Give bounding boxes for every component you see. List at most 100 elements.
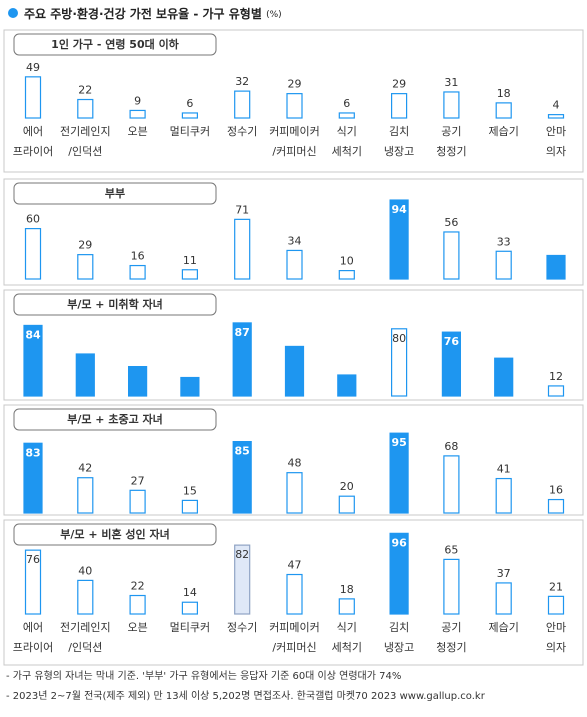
panel-title: 부/모 + 비혼 성인 자녀 (60, 527, 170, 541)
bar (338, 598, 355, 615)
value-label: 20 (340, 480, 354, 493)
category-label: 에어 (23, 621, 43, 634)
category-label: 전기레인지 (60, 125, 111, 138)
panel-frame (3, 519, 584, 666)
bar (391, 328, 408, 397)
value-label: 87 (235, 326, 250, 339)
category-label: 냉장고 (384, 145, 414, 158)
panel-title: 부/모 + 미취학 자녀 (67, 297, 163, 311)
panel-title: 부부 (105, 187, 125, 200)
value-label: 40 (78, 564, 92, 577)
category-label: 정수기 (227, 125, 257, 138)
category-label: 프라이어 (13, 641, 53, 654)
category-label: 안마 (546, 621, 566, 634)
bar (284, 345, 305, 397)
bar (77, 98, 94, 119)
value-label: 28 (548, 239, 563, 252)
value-label: 56 (444, 216, 458, 229)
bar (443, 91, 460, 119)
value-label: 29 (78, 239, 92, 252)
bar (129, 109, 146, 119)
bar (286, 472, 303, 514)
category-label: 세척기 (332, 641, 362, 654)
bar (77, 254, 94, 280)
value-label: 31 (444, 76, 458, 89)
unit: (%) (266, 10, 282, 20)
panel-frame (3, 29, 584, 173)
category-label: 의자 (546, 145, 566, 158)
bar (23, 324, 43, 397)
bar (338, 112, 355, 119)
bar (232, 322, 252, 397)
category-label: /커피머신 (272, 641, 316, 654)
panel-title: 1인 가구 - 연령 50대 이하 (51, 37, 180, 51)
panel-title-box (13, 33, 217, 56)
value-label: 29 (288, 78, 302, 91)
bar (75, 353, 95, 397)
bar (234, 218, 251, 280)
panel-frame (3, 404, 584, 516)
value-label: 49 (26, 61, 40, 74)
category-label: 김치 (389, 621, 409, 634)
bar (77, 477, 94, 514)
panel-title-box (13, 293, 217, 316)
value-label: 22 (78, 84, 92, 97)
value-label: 4 (553, 99, 560, 112)
value-label: 12 (549, 370, 563, 383)
bar (495, 477, 512, 514)
value-label: 45 (496, 342, 511, 355)
value-label: 34 (288, 234, 302, 247)
value-label: 96 (391, 536, 407, 549)
value-label: 27 (131, 474, 145, 487)
bar (495, 102, 512, 119)
category-label: 오븐 (127, 125, 147, 138)
bar (338, 270, 355, 280)
bar (389, 199, 409, 280)
bar (181, 269, 198, 280)
category-label: 식기 (337, 125, 357, 138)
category-label: 청정기 (436, 145, 466, 158)
value-label: 22 (131, 580, 145, 593)
title-dot (8, 8, 18, 18)
value-label: 6 (343, 97, 350, 110)
value-label: 18 (340, 583, 354, 596)
bar (129, 594, 146, 615)
value-label: 11 (183, 254, 197, 267)
value-label: 18 (497, 87, 511, 100)
value-label: 65 (444, 543, 458, 556)
bar (391, 93, 408, 119)
value-label: 82 (235, 548, 249, 561)
note: - 가구 유형의 자녀는 막내 기준. '부부' 가구 유형에서는 응답자 기준… (6, 670, 401, 682)
panel-title-box (13, 182, 217, 205)
value-label: 47 (288, 559, 302, 572)
category-label: 공기 (441, 125, 461, 138)
bar (24, 228, 42, 280)
value-label: 15 (183, 484, 197, 497)
bar (181, 112, 198, 119)
value-label: 83 (25, 446, 40, 459)
bar (286, 249, 303, 280)
bar (389, 532, 409, 615)
value-label: 94 (391, 203, 407, 216)
bar (547, 498, 565, 514)
category-label: 커피메이커 (269, 125, 320, 138)
value-label: 48 (288, 457, 302, 470)
bar (181, 601, 198, 615)
category-label: 에어 (23, 125, 43, 138)
category-label: 냉장고 (384, 641, 414, 654)
bar (547, 595, 565, 615)
panel-frame (3, 289, 584, 401)
bar (443, 231, 460, 280)
bar (128, 366, 148, 397)
bar (494, 357, 514, 397)
value-label: 32 (235, 75, 249, 88)
category-label: 의자 (546, 641, 566, 654)
bar (24, 76, 42, 119)
bar (181, 499, 198, 514)
panel-frame (3, 178, 584, 286)
bar (547, 114, 565, 119)
category-label: 제습기 (489, 125, 519, 138)
category-label: 세척기 (332, 145, 362, 158)
bar (389, 432, 409, 514)
